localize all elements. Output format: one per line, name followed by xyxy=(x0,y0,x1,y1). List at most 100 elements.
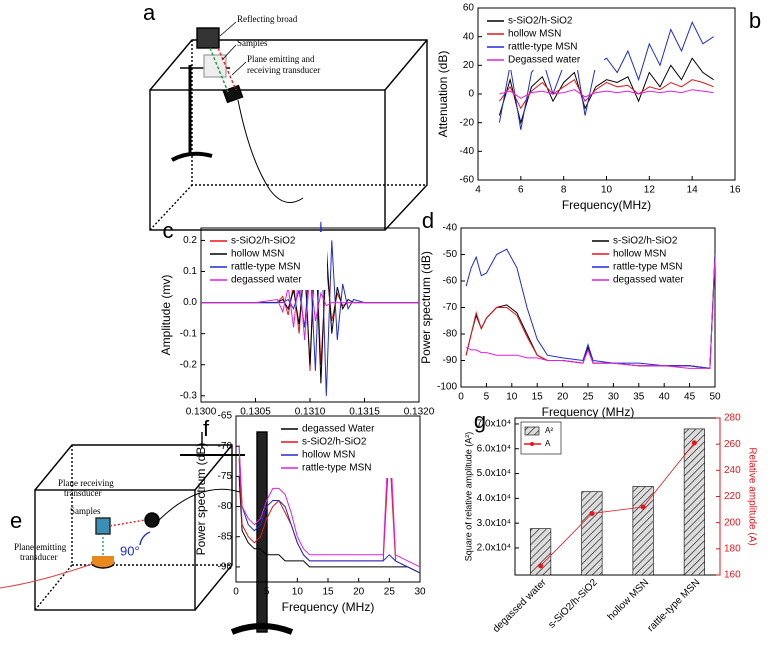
legend-label: hollow MSN xyxy=(613,249,666,260)
point xyxy=(691,440,697,446)
y-tick-label: 4.0x10⁴ xyxy=(477,493,511,504)
x-tick-label: rattle-type MSN xyxy=(645,577,702,634)
y-tick-label: -100 xyxy=(437,382,457,393)
y-tick-label: 200 xyxy=(724,517,741,528)
series-line xyxy=(499,89,714,99)
x-tick-label: 0.1310 xyxy=(295,407,326,418)
y-tick-label: -65 xyxy=(218,411,233,422)
legend-label: hollow MSN xyxy=(302,450,355,461)
x-tick-label: 0 xyxy=(233,587,239,598)
legend-label: s-SiO2/h-SiO2 xyxy=(508,16,573,27)
y-tick-label: -0.1 xyxy=(180,328,198,339)
y-tick-label: 280 xyxy=(724,413,741,424)
series-line xyxy=(465,248,716,369)
x-tick-label: 10 xyxy=(506,392,518,403)
y-tick-label: -70 xyxy=(218,441,233,452)
x-tick-label: 8 xyxy=(561,185,567,196)
y-tick-label: -85 xyxy=(218,531,233,542)
x-tick-label: 0.1315 xyxy=(349,407,380,418)
bar xyxy=(530,528,552,576)
legend-label: s-SiO2/h-SiO2 xyxy=(231,236,296,247)
angle-label: 90° xyxy=(120,543,140,558)
y-tick-label: 260 xyxy=(724,439,741,450)
panel-letter: a xyxy=(143,0,156,25)
legend-label: A xyxy=(545,439,551,448)
y-tick-label: 0.0 xyxy=(183,297,197,308)
y-tick-label: -90 xyxy=(218,562,233,573)
diagram-label: Samples xyxy=(70,506,101,516)
x-tick-label: 35 xyxy=(633,392,645,403)
y-tick-label: -90 xyxy=(443,355,458,366)
x-tick-label: 6 xyxy=(518,185,524,196)
x-tick-label: 14 xyxy=(687,185,699,196)
y-tick-label: -50 xyxy=(443,249,458,260)
y-tick-label: 2.0x10⁴ xyxy=(477,543,511,554)
diagram-label: Samples xyxy=(237,38,268,48)
series-line xyxy=(238,421,421,568)
y-tick-label: 20 xyxy=(463,60,475,71)
diagram-label: receiving transducer xyxy=(247,65,320,75)
y-tick-label: 60 xyxy=(463,3,475,14)
y-tick-label: -60 xyxy=(443,276,458,287)
legend-label: rattle-type MSN xyxy=(231,262,300,273)
point xyxy=(640,504,646,510)
panel-letter: b xyxy=(749,8,761,33)
legend-label: degassed water xyxy=(231,275,302,286)
y2-axis-label: Relative amplitude (A) xyxy=(746,447,757,545)
legend-swatch xyxy=(524,426,540,436)
series-line xyxy=(498,78,714,110)
y-axis-label: Attenuation (dB) xyxy=(436,51,450,138)
x-tick-label: hollow MSN xyxy=(606,577,652,623)
series-line xyxy=(465,259,716,369)
x-tick-label: 10 xyxy=(292,587,304,598)
x-tick-label: 4 xyxy=(475,185,481,196)
x-tick-label: 0.1300 xyxy=(186,407,217,418)
point xyxy=(538,563,544,569)
x-tick-label: s-SiO2/h-SiO2 xyxy=(546,577,600,631)
y-tick-label: -20 xyxy=(460,117,475,128)
legend-label: Degassed water xyxy=(508,55,581,66)
series-line xyxy=(498,57,714,125)
panel-letter: g xyxy=(474,408,486,433)
y-tick-label: 5.0x10⁴ xyxy=(477,468,511,479)
bar xyxy=(683,428,705,576)
panel-letter: c xyxy=(163,218,174,243)
legend-marker xyxy=(530,442,534,446)
x-axis-label: Frequency (MHz) xyxy=(282,600,375,614)
x-tick-label: 50 xyxy=(709,392,721,403)
y-tick-label: 220 xyxy=(724,491,741,502)
y-tick-label: -75 xyxy=(218,471,233,482)
y-tick-label: 180 xyxy=(724,543,741,554)
y-tick-label: 160 xyxy=(724,570,741,581)
y-tick-label: 40 xyxy=(463,31,475,42)
legend-label: degassed water xyxy=(613,275,684,286)
y-tick-label: -40 xyxy=(443,223,458,234)
legend-label: hollow MSN xyxy=(231,249,284,260)
diagram-label: transducer xyxy=(20,552,57,562)
diagram-label: Reflecting broad xyxy=(237,14,298,24)
x-tick-label: 30 xyxy=(414,587,426,598)
legend-label: rattle-type MSN xyxy=(302,463,371,474)
y-tick-label: 240 xyxy=(724,465,741,476)
series-line xyxy=(238,476,421,574)
x-tick-label: 15 xyxy=(532,392,544,403)
diagram-label: transducer xyxy=(64,488,101,498)
x-tick-label: 40 xyxy=(659,392,671,403)
y-tick-label: -0.2 xyxy=(180,359,198,370)
y-tick-label: 0 xyxy=(468,89,474,100)
legend-label: A² xyxy=(545,426,553,435)
panel-letter: d xyxy=(422,208,434,233)
x-tick-label: 5 xyxy=(264,587,270,598)
y-axis-label: Power spectrum (dB) xyxy=(194,443,208,556)
x-tick-label: 45 xyxy=(684,392,696,403)
y-axis-label: Power spectrum (dB) xyxy=(419,251,433,364)
point xyxy=(589,511,595,517)
y-axis-label: Amplitude (mv) xyxy=(159,275,173,356)
series-line xyxy=(238,446,421,574)
x-tick-label: 15 xyxy=(322,587,334,598)
x-tick-label: 10 xyxy=(601,185,613,196)
legend-label: rattle-type MSN xyxy=(613,262,682,273)
series-line xyxy=(540,442,695,567)
diagram-a xyxy=(149,21,428,231)
